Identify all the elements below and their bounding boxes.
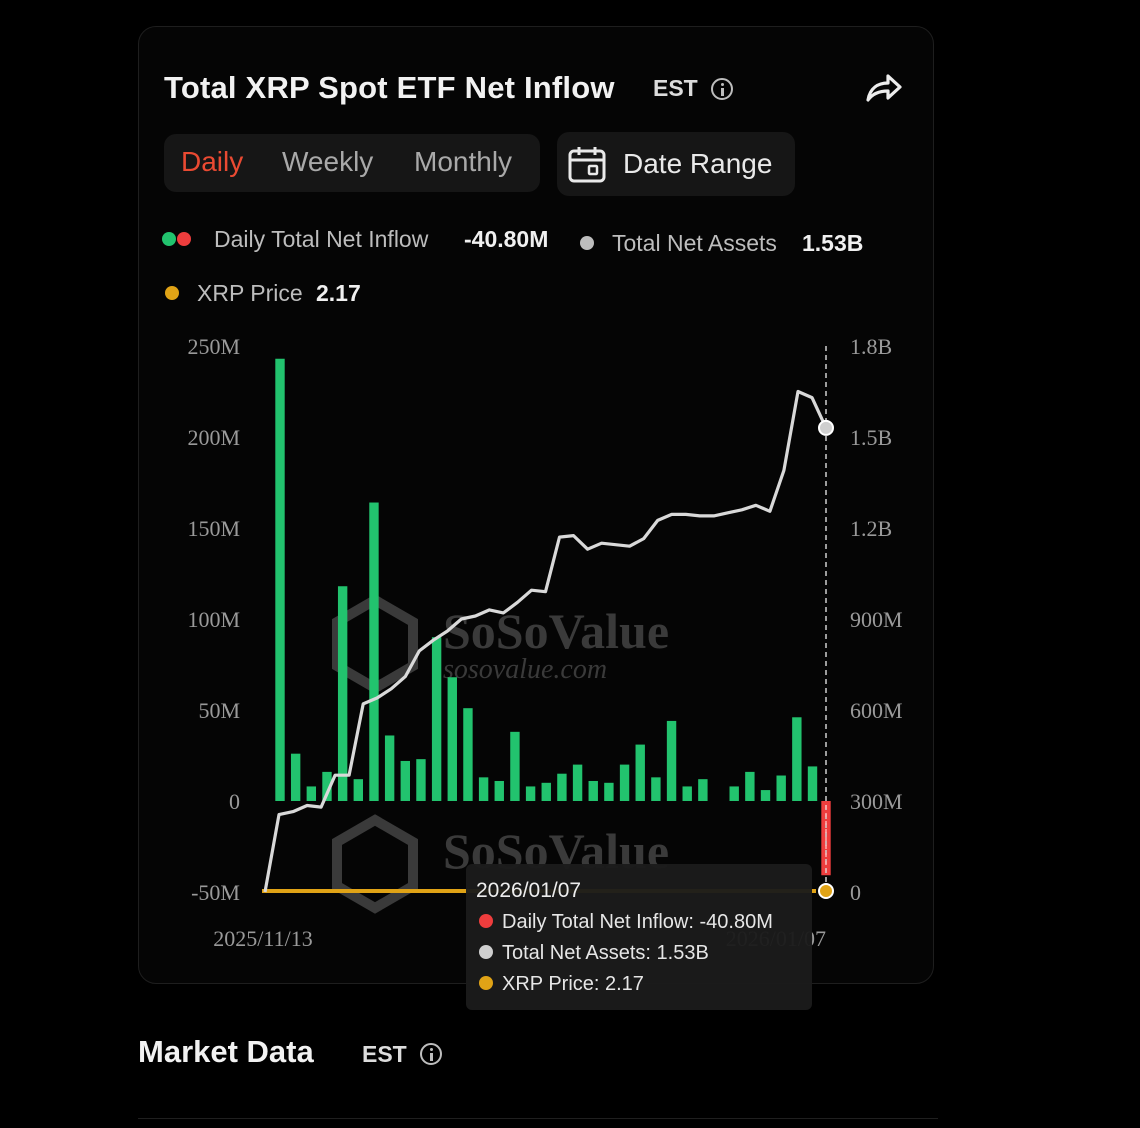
right-tick-label: 0 [850,880,861,905]
inflow-bar [353,779,364,801]
legend-assets-dot [580,236,594,250]
tooltip-date: 2026/01/07 [476,879,581,902]
inflow-bar [431,637,442,801]
inflow-bar [369,502,379,801]
right-tick-label: 900M [850,607,903,632]
x-tick-label: 2025/11/13 [213,926,312,951]
inflow-bar [698,779,708,801]
tab-weekly[interactable]: Weekly [282,146,374,177]
legend-price-dot [165,286,179,300]
legend-inflow-label: Daily Total Net Inflow [214,226,429,252]
inflow-bar [525,786,536,801]
inflow-bar [447,677,457,801]
info-icon[interactable] [711,78,733,100]
watermark-logo [332,814,418,914]
date-range-label: Date Range [623,148,773,179]
left-tick-label: 250M [187,334,240,359]
legend-inflow-red-dot [177,232,191,246]
inflow-bar [557,773,567,801]
right-tick-label: 1.2B [850,516,892,541]
left-tick-label: 150M [187,516,240,541]
legend-assets-value: 1.53B [802,230,864,256]
chart-tooltip: 2026/01/07 Daily Total Net Inflow: -40.80… [466,864,812,1010]
inflow-bar [416,759,426,801]
inflow-bar [588,780,598,801]
inflow-bar [541,782,551,801]
inflow-bar [682,786,692,801]
watermark-url: sosovalue.com [443,654,607,685]
inflow-bar [666,720,677,801]
market-data-title: Market Data [138,1034,314,1069]
inflow-bar [792,717,802,801]
calendar-icon [568,147,606,183]
legend-assets-label: Total Net Assets [612,230,777,256]
total-net-assets-line [263,389,828,893]
inflow-bar [776,775,786,801]
share-arrow-icon[interactable] [862,70,904,106]
tooltip-box [466,864,812,1010]
legend-price-label: XRP Price [197,280,303,306]
tooltip-row: XRP Price: 2.17 [502,973,644,995]
inflow-bar [510,731,520,801]
inflow-bar [400,760,410,801]
tooltip-row: Daily Total Net Inflow: -40.80M [502,911,773,933]
right-axis: 1.8B 1.5B 1.2B 900M 600M 300M 0 [850,334,903,905]
tab-monthly[interactable]: Monthly [414,146,513,177]
inflow-bar [322,771,332,801]
market-info-icon[interactable] [420,1043,442,1065]
left-tick-label: 200M [187,425,240,450]
inflow-bar [290,753,301,801]
inflow-bar [494,780,504,801]
inflow-bar [760,790,771,801]
inflow-bar [729,786,739,801]
inflow-bar [619,764,630,801]
tooltip-dot [479,976,493,990]
right-tick-label: 1.8B [850,334,892,359]
legend-inflow-green-dot [162,232,176,246]
left-axis: 250M 200M 150M 100M 50M 0 -50M [187,334,240,905]
inflow-bar [651,777,661,801]
right-tick-label: 600M [850,698,903,723]
assets-end-marker [818,419,834,436]
watermark-brand: SoSoValue [443,603,669,659]
inflow-bar [745,771,755,801]
tooltip-dot [479,945,493,959]
inflow-bar [463,708,473,801]
left-tick-label: 0 [229,789,240,814]
inflow-bar [478,777,489,801]
left-tick-label: -50M [191,880,240,905]
legend-price-value: 2.17 [316,280,361,306]
tooltip-row: Total Net Assets: 1.53B [502,942,709,964]
inflow-bar [337,586,348,801]
inflow-bar [306,786,317,801]
section-divider [138,1118,938,1119]
market-timezone-label: EST [362,1041,407,1067]
price-end-marker [818,883,834,899]
right-tick-label: 300M [850,789,903,814]
period-tabs: Daily Weekly Monthly [164,134,540,192]
date-range-button[interactable]: Date Range [557,132,795,196]
left-tick-label: 100M [187,607,240,632]
right-tick-label: 1.5B [850,425,892,450]
tooltip-dot [479,914,493,928]
left-tick-label: 50M [198,698,240,723]
legend-inflow-value: -40.80M [464,226,549,252]
inflow-bar [604,782,614,801]
inflow-bar [572,764,583,801]
timezone-label: EST [653,75,698,101]
tab-daily[interactable]: Daily [181,146,244,177]
inflow-bar [635,744,645,801]
inflow-bar [384,735,395,801]
inflow-bar [807,766,818,801]
inflow-bar [275,358,285,801]
chart-title: Total XRP Spot ETF Net Inflow [164,70,615,105]
